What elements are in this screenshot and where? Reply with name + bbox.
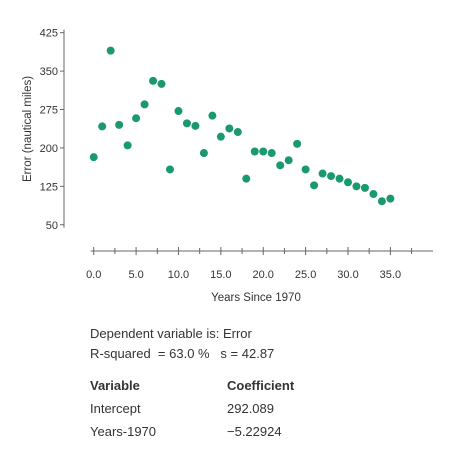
scatter-chart: 50 125 200 275 350 425 0.0 5.0 10.0 15.0 20.0 25.0… [22, 28, 433, 304]
data-point-17 [233, 128, 242, 137]
x-tick-label-30.0: 30.0 [337, 269, 358, 281]
slope-value: −5.22924 [227, 424, 282, 439]
x-tick-label-20.0: 20.0 [253, 269, 274, 281]
y-axis-label: Error (nautical miles) [22, 76, 34, 182]
y-tick-label-275: 275 [40, 105, 58, 117]
data-point-20 [259, 147, 268, 156]
data-point-27 [318, 169, 327, 178]
data-point-15 [216, 132, 225, 141]
data-point-21 [267, 149, 276, 158]
data-point-12 [191, 121, 200, 130]
y-tick-label-200: 200 [40, 143, 58, 155]
data-point-4 [123, 141, 132, 150]
data-point-29 [335, 174, 344, 183]
y-axis: 50 125 200 275 350 425 [40, 28, 65, 232]
data-point-8 [157, 79, 166, 88]
data-point-10 [174, 107, 183, 116]
intercept-value: 292.089 [227, 401, 274, 416]
data-point-22 [276, 161, 285, 170]
r-squared-line: R-squared = 63.0 % s = 42.87 [90, 346, 275, 361]
x-tick-label-5.0: 5.0 [128, 269, 143, 281]
slope-label: Years-1970 [90, 424, 157, 439]
data-point-24 [293, 139, 302, 148]
data-point-6 [140, 100, 149, 109]
data-point-13 [199, 149, 208, 158]
coefficient-header: Coefficient [227, 378, 295, 393]
data-point-30 [344, 178, 352, 187]
data-point-1 [98, 122, 107, 131]
data-point-3 [115, 120, 124, 129]
data-point-32 [360, 183, 369, 192]
data-point-19 [250, 147, 259, 156]
data-point-23 [284, 156, 293, 165]
data-point-9 [166, 165, 174, 174]
y-tick-label-350: 350 [40, 66, 58, 78]
data-points [89, 46, 395, 206]
data-point-11 [182, 119, 191, 128]
x-tick-label-10.0: 10.0 [168, 269, 189, 281]
y-tick-label-425: 425 [40, 28, 58, 40]
y-tick-label-125: 125 [40, 181, 58, 193]
data-point-34 [377, 197, 386, 206]
data-point-0 [89, 153, 98, 162]
data-point-16 [225, 124, 234, 133]
data-point-18 [242, 174, 251, 183]
data-point-26 [310, 181, 319, 190]
data-point-31 [352, 182, 361, 191]
data-point-2 [106, 46, 115, 55]
data-point-5 [132, 114, 141, 123]
y-tick-label-50: 50 [46, 220, 58, 232]
x-tick-label-0.0: 0.0 [86, 269, 101, 281]
x-axis-label: Years Since 1970 [211, 292, 301, 304]
data-point-33 [369, 190, 378, 199]
variable-header: Variable [90, 378, 140, 393]
data-point-7 [149, 76, 158, 85]
x-tick-label-15.0: 15.0 [210, 269, 231, 281]
x-tick-label-25.0: 25.0 [295, 269, 316, 281]
data-point-14 [208, 111, 217, 120]
x-axis: 0.0 5.0 10.0 15.0 20.0 25.0 30.0 35.0 [86, 247, 433, 281]
data-point-25 [301, 165, 310, 174]
dependent-variable-line: Dependent variable is: Error [90, 326, 252, 341]
data-point-35 [386, 194, 395, 203]
x-tick-label-35.0: 35.0 [380, 269, 401, 281]
data-point-28 [327, 172, 336, 181]
intercept-label: Intercept [90, 401, 141, 416]
